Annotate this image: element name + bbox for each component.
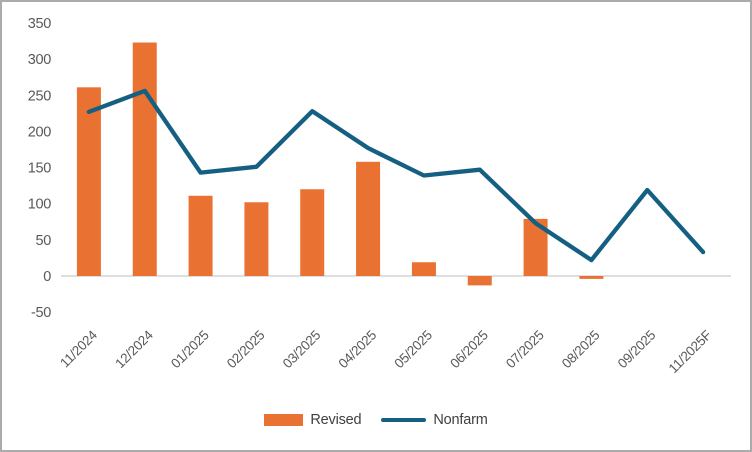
x-label-05-2025: 05/2025 [391,328,435,372]
legend-item-revised[interactable]: Revised [264,412,362,428]
bar-revised-08-2025[interactable] [579,276,604,279]
x-label-11-2024: 11/2024 [57,327,100,370]
bar-revised-11-2024[interactable] [76,87,101,276]
y-tick-label-250: 250 [28,88,52,104]
bar-revised-05-2025[interactable] [411,262,436,276]
legend-item-nonfarm[interactable]: Nonfarm [381,412,488,428]
x-label-09-2025: 09/2025 [615,328,659,372]
nonfarm-line-swatch-icon [381,417,427,423]
bar-revised-01-2025[interactable] [188,195,213,276]
chart-legend: Revised Nonfarm [2,412,750,428]
bar-revised-03-2025[interactable] [300,189,325,276]
y-tick-label-0: 0 [43,269,51,285]
x-label-04-2025: 04/2025 [336,328,380,372]
x-label-06-2025: 06/2025 [447,328,491,372]
x-label-03-2025: 03/2025 [280,328,324,372]
bar-revised-12-2024[interactable] [132,42,157,276]
x-label-11-2025f: 11/2025F [666,327,715,376]
y-tick-label-200: 200 [28,124,52,140]
y-tick-label-50: 50 [35,233,51,249]
y-tick-label-150: 150 [28,161,52,177]
x-label-08-2025: 08/2025 [559,328,603,372]
bar-revised-06-2025[interactable] [467,276,492,286]
nonfarm-line[interactable] [86,88,706,263]
y-tick-label-300: 300 [28,52,52,68]
x-label-12-2024: 12/2024 [112,327,156,371]
x-label-07-2025: 07/2025 [503,328,547,372]
x-label-01-2025: 01/2025 [168,328,212,372]
x-label-02-2025: 02/2025 [224,328,268,372]
y-tick-label-350: 350 [28,16,52,32]
legend-label-nonfarm: Nonfarm [433,412,488,428]
y-tick-label-100: 100 [28,197,52,213]
y-tick-label--50: -50 [31,305,51,321]
bar-revised-02-2025[interactable] [244,202,269,276]
legend-label-revised: Revised [310,412,362,428]
bar-revised-04-2025[interactable] [356,161,381,276]
revised-bar-swatch-icon [264,414,304,426]
